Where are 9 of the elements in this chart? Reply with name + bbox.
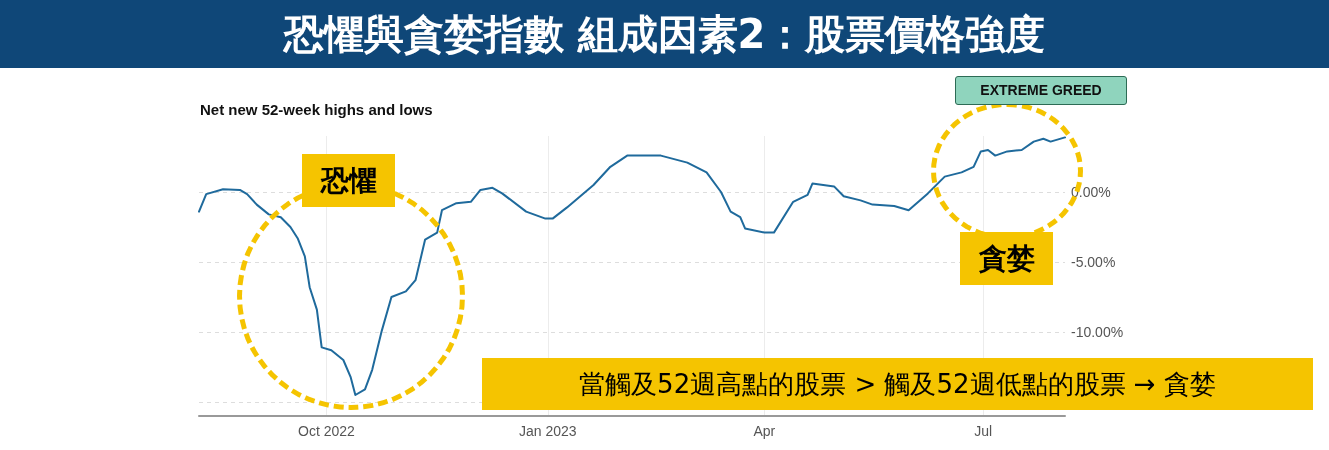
- chart-title: 恐懼與貪婪指數 組成因素2：股票價格強度: [0, 0, 1329, 68]
- y-tick-label: -5.00%: [1071, 254, 1116, 270]
- y-tick-label: 0.00%: [1071, 184, 1111, 200]
- x-tick-label: Jul: [974, 423, 993, 439]
- chart-subtitle: Net new 52-week highs and lows: [200, 101, 433, 118]
- x-tick-label: Oct 2022: [298, 423, 356, 439]
- y-tick-label: -10.00%: [1071, 324, 1124, 340]
- x-tick-label: Jan 2023: [519, 423, 577, 439]
- x-tick-label: Apr: [753, 423, 776, 439]
